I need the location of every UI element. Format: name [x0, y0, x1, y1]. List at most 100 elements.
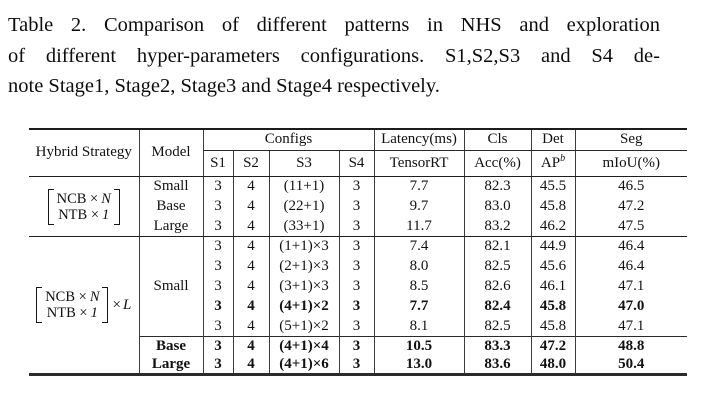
cell-s3: (4+1)×4 — [268, 336, 339, 356]
table-header-row-groups: Hybrid Strategy Model Configs Latency(ms… — [29, 128, 688, 177]
cell-s1: 3 — [202, 355, 233, 375]
cell-s4: 3 — [338, 316, 375, 337]
matrix-bracket-right — [113, 188, 120, 225]
cell-acc: 83.0 — [463, 196, 532, 217]
cell-s2: 4 — [232, 316, 269, 337]
table-header-row-subcols: S1 S2 S3 S4 TensorRT Acc(%) APb mIoU(%) — [29, 150, 688, 177]
header-s4: S4 — [338, 150, 375, 177]
cell-s1: 3 — [202, 196, 233, 217]
matrix-rows: NCB × N NTB × 1 — [42, 287, 102, 323]
cell-s1: 3 — [202, 316, 233, 337]
header-tensorrt: TensorRT — [373, 150, 465, 177]
cell-s3: (11+1) — [268, 176, 339, 197]
matrix: NCB × N NTB × 1 — [47, 188, 120, 225]
cell-s2: 4 — [232, 256, 269, 277]
caption-line: Table 2. Comparison of different pattern… — [8, 14, 660, 36]
caption-line: of different hyper-parameters configurat… — [8, 44, 660, 67]
header-acc: Acc(%) — [463, 150, 532, 177]
matrix-bracket-right — [102, 287, 109, 323]
cell-model: Small — [138, 176, 203, 197]
header-s3: S3 — [268, 150, 339, 177]
cell-acc: 82.3 — [463, 176, 532, 197]
cell-latency: 7.7 — [373, 296, 465, 317]
cell-latency: 13.0 — [373, 355, 465, 375]
cell-model: Large — [138, 216, 203, 237]
caption-line: note Stage1, Stage2, Stage3 and Stage4 r… — [8, 75, 440, 97]
matrix-bracket-left — [36, 287, 43, 323]
cell-model: Large — [138, 355, 203, 375]
cell-latency: 8.1 — [373, 316, 465, 337]
cell-miou: 50.4 — [574, 355, 688, 375]
header-model: Model — [138, 128, 203, 177]
cell-s2: 4 — [232, 355, 269, 375]
table-row: Base 3 4 (4+1)×4 3 10.5 83.3 47.2 48.8 — [29, 336, 688, 356]
cell-s4: 3 — [338, 276, 375, 297]
header-hybrid-strategy: Hybrid Strategy — [29, 128, 139, 177]
cell-s2: 4 — [232, 236, 269, 257]
table-row: Large 3 4 (33+1) 3 11.7 83.2 46.2 47.5 — [29, 216, 688, 237]
cell-s3: (4+1)×2 — [268, 296, 339, 317]
cell-latency: 8.5 — [373, 276, 465, 297]
header-seg-group: Seg — [574, 128, 688, 151]
cell-ap: 45.5 — [530, 176, 576, 197]
cell-s2: 4 — [232, 176, 269, 197]
matrix-suffix: × L — [112, 296, 132, 313]
cell-latency: 7.4 — [373, 236, 465, 257]
cell-acc: 82.1 — [463, 236, 532, 257]
table-row: 3 4 (3+1)×3 3 8.5 82.6 46.1 47.1 — [29, 276, 688, 297]
cell-acc: 83.3 — [463, 336, 532, 356]
cell-ap: 45.6 — [530, 256, 576, 277]
cell-s4: 3 — [338, 256, 375, 277]
cell-miou: 47.0 — [574, 296, 688, 317]
cell-ap: 48.0 — [530, 355, 576, 375]
cell-acc: 82.6 — [463, 276, 532, 297]
cell-s1: 3 — [202, 296, 233, 317]
hybrid-strategy-cell-2: NCB × N NTB × 1 × L — [29, 237, 139, 375]
cell-ap: 45.8 — [530, 296, 576, 317]
cell-s4: 3 — [338, 355, 375, 375]
cell-model: Base — [138, 196, 203, 217]
cell-latency: 11.7 — [373, 216, 465, 237]
cell-ap: 45.8 — [530, 316, 576, 337]
matrix-row-bottom: NTB × 1 — [58, 206, 110, 223]
cell-miou: 46.4 — [574, 256, 688, 277]
cell-s2: 4 — [232, 216, 269, 237]
table-row: 3 4 (4+1)×2 3 7.7 82.4 45.8 47.0 — [29, 296, 688, 317]
header-miou: mIoU(%) — [574, 150, 688, 177]
table-row: Base 3 4 (22+1) 3 9.7 83.0 45.8 47.2 — [29, 196, 688, 217]
cell-ap: 47.2 — [530, 336, 576, 356]
strategy-matrix: NCB × N NTB × 1 — [29, 188, 139, 225]
header-latency-group: Latency(ms) — [373, 128, 465, 151]
cell-miou: 47.5 — [574, 216, 688, 237]
table-row: NCB × N NTB × 1 × L Small 3 4 (1+1)×3 3 7.4… — [29, 236, 688, 337]
header-configs-group: Configs — [202, 128, 375, 151]
cell-s3: (2+1)×3 — [268, 256, 339, 277]
cell-miou: 46.5 — [574, 176, 688, 197]
cell-s4: 3 — [338, 336, 375, 356]
cell-acc: 82.4 — [463, 296, 532, 317]
matrix-rows: NCB × N NTB × 1 — [54, 189, 114, 225]
cell-miou: 47.1 — [574, 276, 688, 297]
ap-superscript: b — [560, 153, 566, 164]
cell-s3: (33+1) — [268, 216, 339, 237]
table-row: 3 4 (2+1)×3 3 8.0 82.5 45.6 46.4 — [29, 256, 688, 277]
cell-s1: 3 — [202, 256, 233, 277]
cell-s3: (3+1)×3 — [268, 276, 339, 297]
matrix-bracket-left — [47, 188, 54, 225]
table-row: 3 4 (5+1)×2 3 8.1 82.5 45.8 47.1 — [29, 316, 688, 337]
cell-acc: 83.6 — [463, 355, 532, 375]
cell-acc: 82.5 — [463, 316, 532, 337]
cell-latency: 10.5 — [373, 336, 465, 356]
cell-s3: (1+1)×3 — [268, 236, 339, 257]
cell-ap: 46.2 — [530, 216, 576, 237]
cell-acc: 82.5 — [463, 256, 532, 277]
header-cls-group: Cls — [463, 128, 532, 151]
cell-s2: 4 — [232, 276, 269, 297]
matrix-row-bottom: NTB × 1 — [46, 305, 98, 321]
cell-miou: 47.2 — [574, 196, 688, 217]
cell-s1: 3 — [202, 216, 233, 237]
cell-model: Small — [138, 236, 203, 337]
header-s2: S2 — [232, 150, 269, 177]
cell-latency: 9.7 — [373, 196, 465, 217]
cell-miou: 46.4 — [574, 236, 688, 257]
